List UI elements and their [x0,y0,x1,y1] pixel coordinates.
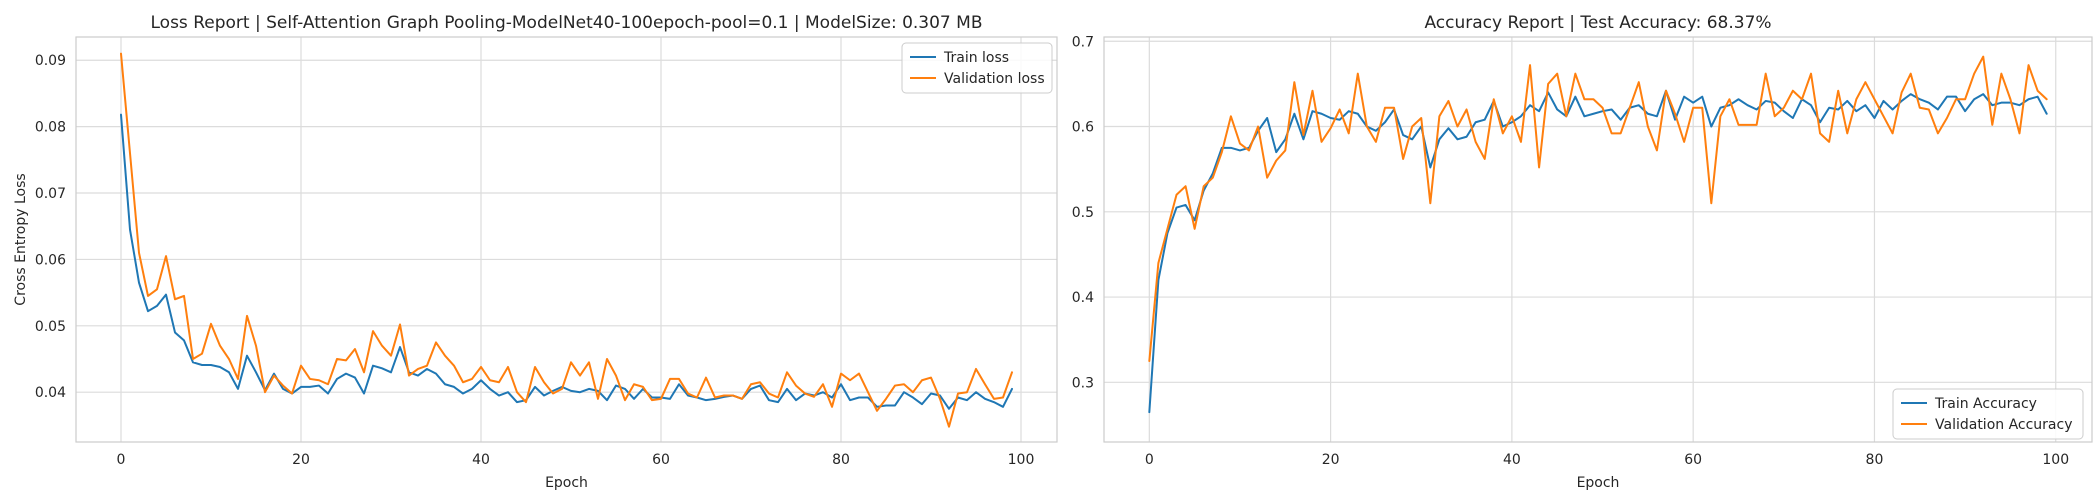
loss-legend-label: Validation loss [944,71,1045,87]
loss-x-tick-label: 0 [117,452,126,468]
loss-chart-title: Loss Report | Self-Attention Graph Pooli… [151,13,983,33]
accuracy-y-tick-label: 0.7 [1072,34,1094,50]
accuracy-x-axis-label: Epoch [1577,475,1620,491]
accuracy-chart-title: Accuracy Report | Test Accuracy: 68.37% [1424,13,1771,33]
accuracy-legend: Train Accuracy Validation Accuracy [1892,388,2084,440]
loss-legend-label: Train loss [943,50,1009,66]
accuracy-y-tick-label: 0.4 [1072,290,1094,306]
loss-series-line-train [120,113,1013,410]
accuracy-x-tick-label: 40 [1503,452,1521,468]
accuracy-x-tick-label: 100 [2042,452,2069,468]
accuracy-legend-label: Train Accuracy [1934,396,2037,412]
loss-legend: Train loss Validation loss [901,42,1053,94]
loss-y-tick-label: 0.06 [35,252,66,268]
accuracy-plot-frame [1103,36,2093,443]
accuracy-series-line-train [1148,89,2048,414]
loss-y-tick-label: 0.07 [35,186,66,202]
loss-x-tick-label: 60 [652,452,670,468]
accuracy-x-tick-label: 60 [1684,452,1702,468]
accuracy-chart-panel: 0 20 40 60 80 100 0.3 0.4 0.5 0.6 0.7 Accuracy Repo… [1072,13,2093,491]
loss-chart-panel: 0 20 40 60 80 100 0.04 0.05 0.06 0.07 0.08 0.09 Loss… [13,13,1058,491]
accuracy-y-tick-label: 0.5 [1072,205,1094,221]
loss-y-tick-label: 0.09 [35,53,66,69]
loss-series-line-validation [120,52,1013,428]
loss-x-tick-label: 100 [1008,452,1035,468]
loss-x-tick-label: 20 [292,452,310,468]
loss-y-tick-label: 0.04 [35,385,66,401]
accuracy-legend-label: Validation Accuracy [1935,417,2073,433]
loss-y-axis-label: Cross Entropy Loss [13,173,29,305]
accuracy-series-line-validation [1148,55,2048,362]
accuracy-legend-box [1892,388,2084,440]
loss-x-tick-label: 80 [832,452,850,468]
loss-x-tick-label: 40 [472,452,490,468]
loss-plot-frame [75,36,1058,443]
accuracy-y-tick-label: 0.6 [1072,120,1094,136]
accuracy-x-tick-label: 80 [1866,452,1884,468]
loss-y-tick-label: 0.08 [35,120,66,136]
loss-y-tick-label: 0.05 [35,319,66,335]
loss-x-axis-label: Epoch [545,475,588,491]
accuracy-x-tick-label: 0 [1145,452,1154,468]
loss-legend-box [901,42,1053,94]
accuracy-x-tick-label: 20 [1322,452,1340,468]
accuracy-y-tick-label: 0.3 [1072,375,1094,391]
